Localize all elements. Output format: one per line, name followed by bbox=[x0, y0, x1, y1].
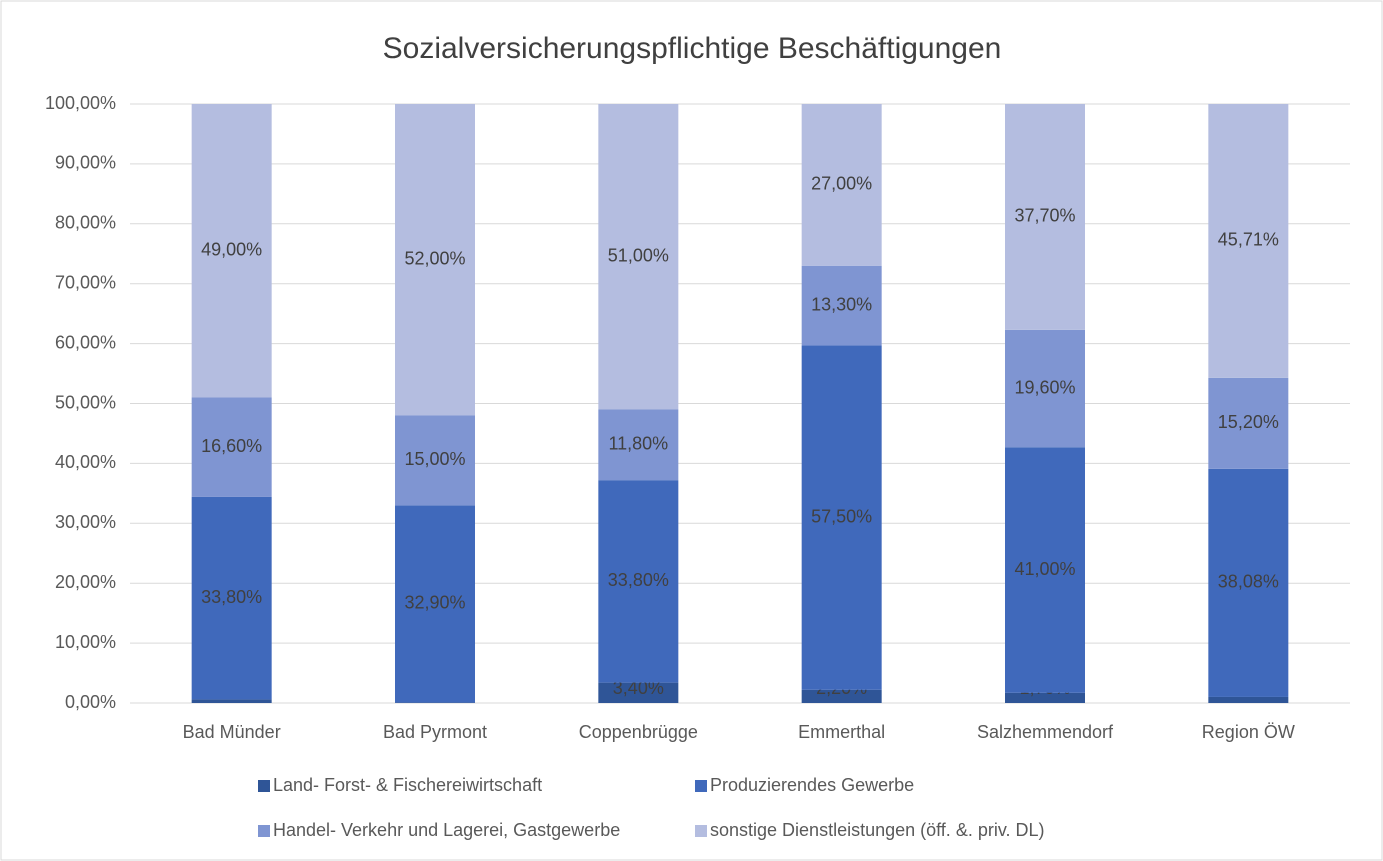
x-tick-label: Bad Pyrmont bbox=[383, 722, 487, 742]
legend-swatch bbox=[695, 825, 707, 837]
y-tick-label: 100,00% bbox=[45, 93, 116, 113]
y-tick-label: 50,00% bbox=[55, 392, 116, 412]
bar-segment bbox=[395, 415, 475, 506]
data-label: 11,80% bbox=[608, 434, 668, 454]
y-tick-label: 40,00% bbox=[55, 452, 116, 472]
bar-segment bbox=[801, 345, 882, 690]
bar-segment bbox=[395, 505, 475, 703]
y-tick-label: 10,00% bbox=[55, 632, 116, 652]
bar-segment bbox=[801, 265, 882, 346]
bar-segment bbox=[191, 496, 272, 700]
x-tick-label: Bad Münder bbox=[183, 722, 281, 742]
bar-segment bbox=[598, 682, 679, 703]
data-label: 41,00% bbox=[1014, 559, 1075, 579]
legend-swatch bbox=[258, 825, 270, 837]
data-label: 19,60% bbox=[1014, 377, 1075, 397]
data-label: 3,40% bbox=[613, 678, 664, 698]
y-tick-label: 30,00% bbox=[55, 512, 116, 532]
bar-segment bbox=[1005, 104, 1085, 330]
bar-segment bbox=[801, 104, 882, 266]
legend-label: Land- Forst- & Fischereiwirtschaft bbox=[273, 775, 542, 795]
bar-segment bbox=[191, 104, 272, 398]
data-label: 16,60% bbox=[201, 436, 262, 456]
bar-segment bbox=[1005, 692, 1085, 703]
data-label: 32,90% bbox=[404, 593, 465, 613]
bar-segment bbox=[395, 104, 475, 416]
bar-segment bbox=[598, 104, 679, 410]
bar-segment bbox=[191, 397, 272, 497]
bar-segment bbox=[598, 480, 679, 683]
bar-segment bbox=[1208, 104, 1289, 378]
data-label: 27,00% bbox=[811, 174, 872, 194]
bar-segment bbox=[191, 699, 272, 703]
data-label: 45,71% bbox=[1218, 230, 1279, 250]
y-tick-label: 80,00% bbox=[55, 213, 116, 233]
y-tick-label: 60,00% bbox=[55, 332, 116, 352]
legend-label: Handel- Verkehr und Lagerei, Gastgewerbe bbox=[273, 820, 620, 840]
data-label: 49,00% bbox=[201, 240, 262, 260]
data-label: 37,70% bbox=[1014, 206, 1075, 226]
legend-swatch bbox=[695, 780, 707, 792]
chart-title: Sozialversicherungspflichtige Beschäftig… bbox=[383, 32, 1002, 65]
bar-segment bbox=[598, 409, 679, 481]
y-tick-label: 90,00% bbox=[55, 153, 116, 173]
y-tick-label: 0,00% bbox=[65, 692, 116, 712]
data-label: 52,00% bbox=[404, 248, 465, 268]
x-tick-label: Coppenbrügge bbox=[579, 722, 698, 742]
y-tick-label: 70,00% bbox=[55, 272, 116, 292]
legend-swatch bbox=[258, 780, 270, 792]
legend-label: sonstige Dienstleistungen (öff. &. priv.… bbox=[710, 820, 1045, 840]
bar-segment bbox=[1208, 377, 1289, 469]
data-label: 33,80% bbox=[608, 570, 669, 590]
bar-segment bbox=[1005, 447, 1085, 693]
bar-segment bbox=[801, 689, 882, 703]
data-label: 51,00% bbox=[608, 245, 669, 265]
data-label: 15,20% bbox=[1218, 412, 1279, 432]
legend-label: Produzierendes Gewerbe bbox=[710, 775, 914, 795]
data-label: 57,50% bbox=[811, 506, 872, 526]
data-label: 15,00% bbox=[404, 449, 465, 469]
bar-segment bbox=[1208, 696, 1289, 703]
bar-segment bbox=[1208, 468, 1289, 697]
data-label: 38,08% bbox=[1218, 572, 1279, 592]
x-tick-label: Emmerthal bbox=[798, 722, 885, 742]
x-tick-label: Salzhemmendorf bbox=[977, 722, 1114, 742]
bar-segment bbox=[395, 702, 475, 703]
data-label: 13,30% bbox=[811, 294, 872, 314]
y-tick-label: 20,00% bbox=[55, 572, 116, 592]
x-tick-label: Region ÖW bbox=[1202, 722, 1295, 742]
data-label: 33,80% bbox=[201, 587, 262, 607]
bar-segment bbox=[1005, 329, 1085, 448]
